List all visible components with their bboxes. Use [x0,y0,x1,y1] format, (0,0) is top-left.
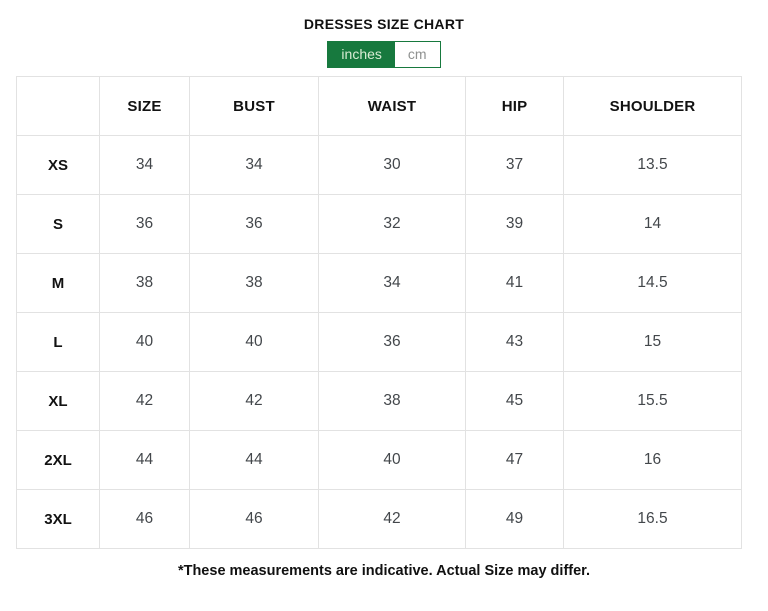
measurement-cell: 38 [189,253,319,313]
measurement-cell: 13.5 [563,135,742,195]
measurement-cell: 43 [465,312,564,372]
column-header-blank [16,76,100,136]
measurement-cell: 38 [99,253,190,313]
measurement-cell: 42 [99,371,190,431]
measurement-cell: 46 [99,489,190,549]
table-row: XS 34 34 30 37 13.5 [16,135,742,195]
measurement-cell: 45 [465,371,564,431]
table-row: 2XL 44 44 40 47 16 [16,430,742,490]
measurement-cell: 34 [318,253,466,313]
size-chart-page: DRESSES SIZE CHART inches cm SIZE BUST WAI… [0,16,768,579]
measurement-cell: 16 [563,430,742,490]
table-row: S 36 36 32 39 14 [16,194,742,254]
size-row-label: S [16,194,100,254]
measurement-cell: 40 [318,430,466,490]
size-row-label: XS [16,135,100,195]
column-header-shoulder: SHOULDER [563,76,742,136]
measurement-cell: 30 [318,135,466,195]
measurement-cell: 36 [99,194,190,254]
measurement-cell: 36 [189,194,319,254]
measurement-cell: 39 [465,194,564,254]
measurement-cell: 15.5 [563,371,742,431]
column-header-hip: HIP [465,76,564,136]
measurement-cell: 40 [189,312,319,372]
measurement-cell: 36 [318,312,466,372]
size-chart-table: SIZE BUST WAIST HIP SHOULDER XS 34 34 30 37 13.5 S… [16,76,742,549]
unit-toggle-inches[interactable]: inches [328,42,395,67]
size-row-label: XL [16,371,100,431]
table-row: XL 42 42 38 45 15.5 [16,371,742,431]
page-title: DRESSES SIZE CHART [303,16,465,32]
measurement-cell: 42 [189,371,319,431]
table-body: XS 34 34 30 37 13.5 S 36 36 32 39 14 M 38 38 34 41 14.5 L 4… [16,135,742,549]
table-header: SIZE BUST WAIST HIP SHOULDER [16,76,742,136]
footnote: *These measurements are indicative. Actu… [177,563,591,579]
column-header-waist: WAIST [318,76,466,136]
measurement-cell: 34 [189,135,319,195]
unit-toggle: inches cm [0,41,768,68]
measurement-cell: 47 [465,430,564,490]
measurement-cell: 42 [318,489,466,549]
table-row: L 40 40 36 43 15 [16,312,742,372]
unit-toggle-group: inches cm [327,41,441,68]
measurement-cell: 32 [318,194,466,254]
measurement-cell: 14.5 [563,253,742,313]
measurement-cell: 44 [99,430,190,490]
measurement-cell: 44 [189,430,319,490]
measurement-cell: 40 [99,312,190,372]
size-row-label: L [16,312,100,372]
measurement-cell: 34 [99,135,190,195]
measurement-cell: 38 [318,371,466,431]
column-header-size: SIZE [99,76,190,136]
measurement-cell: 41 [465,253,564,313]
measurement-cell: 46 [189,489,319,549]
size-row-label: 3XL [16,489,100,549]
measurement-cell: 37 [465,135,564,195]
measurement-cell: 49 [465,489,564,549]
measurement-cell: 16.5 [563,489,742,549]
measurement-cell: 15 [563,312,742,372]
table-header-row: SIZE BUST WAIST HIP SHOULDER [16,76,742,136]
table-row: M 38 38 34 41 14.5 [16,253,742,313]
column-header-bust: BUST [189,76,319,136]
unit-toggle-cm[interactable]: cm [394,42,440,67]
size-row-label: 2XL [16,430,100,490]
measurement-cell: 14 [563,194,742,254]
table-row: 3XL 46 46 42 49 16.5 [16,489,742,549]
size-row-label: M [16,253,100,313]
